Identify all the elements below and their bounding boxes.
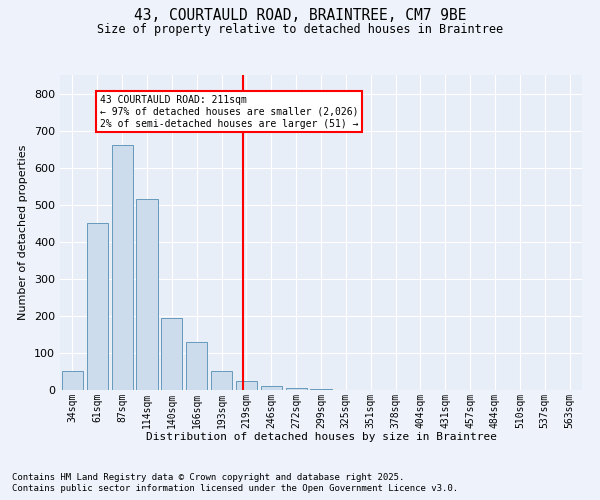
Bar — [211, 372, 232, 390]
Bar — [136, 199, 158, 390]
Text: 43 COURTAULD ROAD: 211sqm
← 97% of detached houses are smaller (2,026)
2% of sem: 43 COURTAULD ROAD: 211sqm ← 97% of detac… — [100, 96, 358, 128]
Bar — [87, 223, 108, 390]
Bar — [62, 372, 83, 390]
Bar — [236, 380, 257, 390]
Bar — [261, 386, 282, 390]
Bar — [161, 318, 182, 390]
Bar — [286, 388, 307, 390]
Bar — [186, 342, 207, 390]
Text: Distribution of detached houses by size in Braintree: Distribution of detached houses by size … — [146, 432, 497, 442]
Text: Size of property relative to detached houses in Braintree: Size of property relative to detached ho… — [97, 22, 503, 36]
Text: 43, COURTAULD ROAD, BRAINTREE, CM7 9BE: 43, COURTAULD ROAD, BRAINTREE, CM7 9BE — [134, 8, 466, 22]
Text: Contains HM Land Registry data © Crown copyright and database right 2025.: Contains HM Land Registry data © Crown c… — [12, 472, 404, 482]
Bar — [112, 146, 133, 390]
Y-axis label: Number of detached properties: Number of detached properties — [19, 145, 28, 320]
Text: Contains public sector information licensed under the Open Government Licence v3: Contains public sector information licen… — [12, 484, 458, 493]
